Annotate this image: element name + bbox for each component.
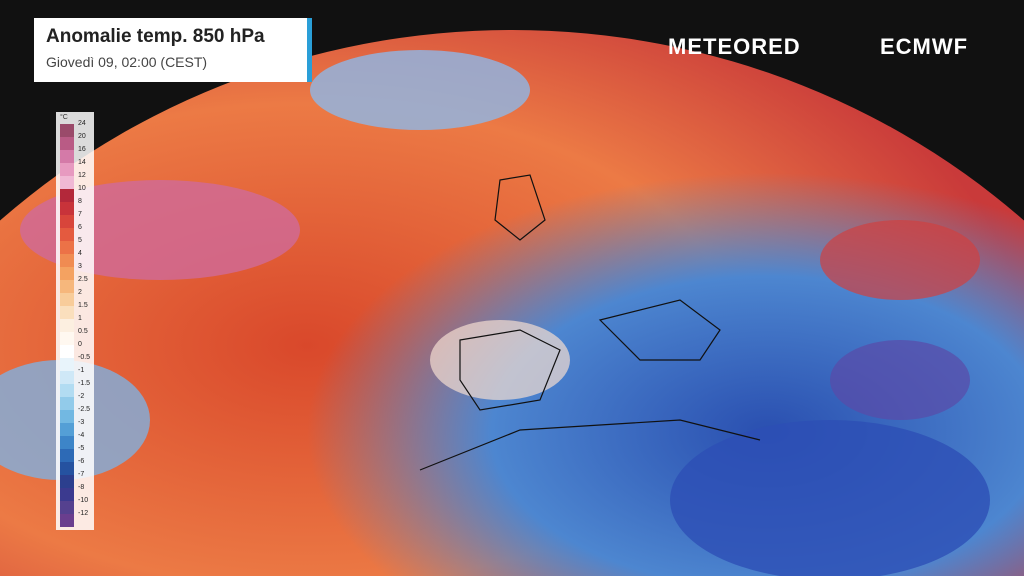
legend-label: 7 [78, 211, 82, 218]
legend-swatch [60, 150, 74, 163]
legend-swatch [60, 280, 74, 293]
legend: °C 24 20 16 14 12 10 8 7 6 5 4 3 2.5 2 1.5 1 0.5 0 -0.5 -1 -… [56, 112, 94, 530]
legend-swatch [60, 475, 74, 488]
legend-label: 0.5 [78, 328, 88, 335]
legend-label: 8 [78, 198, 82, 205]
legend-swatch [60, 254, 74, 267]
title-box: Anomalie temp. 850 hPa Giovedì 09, 02:00… [34, 18, 312, 82]
legend-swatch [60, 189, 74, 202]
legend-label: -12 [78, 510, 89, 517]
legend-label: 20 [78, 133, 86, 140]
legend-label: 2.5 [78, 276, 88, 283]
legend-label: -3 [78, 419, 85, 426]
legend-label: 12 [78, 172, 86, 179]
legend-swatch [60, 514, 74, 527]
legend-label: 1.5 [78, 302, 88, 309]
subtitle: Giovedì 09, 02:00 (CEST) [46, 54, 208, 70]
legend-swatch [60, 436, 74, 449]
legend-swatch [60, 202, 74, 215]
legend-swatch [60, 137, 74, 150]
legend-swatch [60, 449, 74, 462]
legend-swatch [60, 332, 74, 345]
legend-label: -5 [78, 445, 85, 452]
legend-label: 2 [78, 289, 82, 296]
legend-swatch [60, 501, 74, 514]
legend-swatch [60, 215, 74, 228]
legend-label: 1 [78, 315, 82, 322]
legend-swatch [60, 176, 74, 189]
legend-label: 4 [78, 250, 82, 257]
title: Anomalie temp. 850 hPa [46, 26, 265, 47]
legend-label: -2.5 [78, 406, 91, 413]
legend-label: 16 [78, 146, 86, 153]
legend-label: -8 [78, 484, 85, 491]
legend-swatch [60, 241, 74, 254]
legend-swatch [60, 124, 74, 137]
legend-label: 3 [78, 263, 82, 270]
legend-label: 24 [78, 120, 86, 127]
legend-label: -2 [78, 393, 85, 400]
legend-label: 14 [78, 159, 86, 166]
legend-label: -6 [78, 458, 85, 465]
legend-label: -0.5 [78, 354, 91, 361]
legend-swatch [60, 397, 74, 410]
legend-label: 6 [78, 224, 82, 231]
legend-swatch [60, 345, 74, 358]
legend-swatch [60, 423, 74, 436]
legend-label: 0 [78, 341, 82, 348]
legend-label: -1 [78, 367, 85, 374]
legend-swatch [60, 488, 74, 501]
legend-label: -1.5 [78, 380, 91, 387]
legend-label: -7 [78, 471, 85, 478]
legend-swatch [60, 306, 74, 319]
legend-swatch [60, 228, 74, 241]
legend-unit: °C [60, 114, 68, 121]
legend-label: 10 [78, 185, 86, 192]
legend-label: 5 [78, 237, 82, 244]
legend-label: -10 [78, 497, 89, 504]
legend-swatch [60, 163, 74, 176]
logo-ecmwf: ECMWF [880, 34, 969, 59]
legend-swatch [60, 384, 74, 397]
legend-swatch [60, 293, 74, 306]
logo-meteored: METEORED [668, 34, 801, 59]
legend-swatch [60, 267, 74, 280]
legend-swatch [60, 371, 74, 384]
legend-swatch [60, 358, 74, 371]
legend-swatch [60, 462, 74, 475]
legend-swatch [60, 410, 74, 423]
legend-swatch [60, 319, 74, 332]
legend-label: -4 [78, 432, 85, 439]
